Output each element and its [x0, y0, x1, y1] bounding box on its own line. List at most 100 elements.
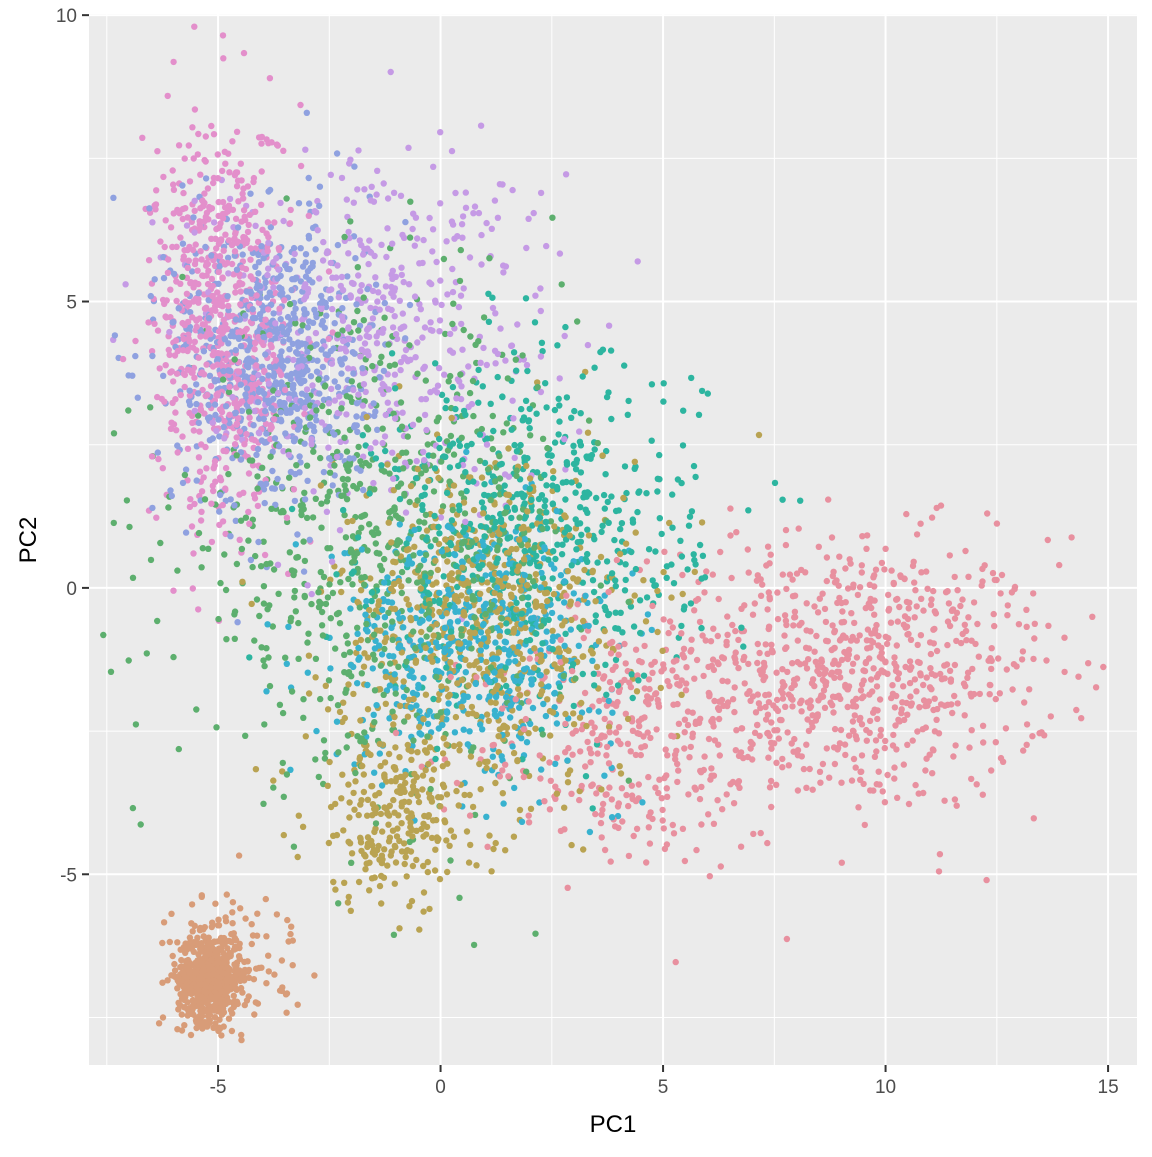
data-point: [168, 911, 174, 917]
data-point: [458, 383, 464, 389]
data-point: [500, 269, 506, 275]
data-point: [267, 683, 273, 689]
data-point: [286, 346, 292, 352]
data-point: [402, 219, 408, 225]
data-point: [894, 795, 900, 801]
data-point: [671, 580, 677, 586]
data-point: [701, 589, 707, 595]
data-point: [516, 705, 522, 711]
data-point: [408, 483, 414, 489]
data-point: [499, 705, 505, 711]
data-point: [444, 791, 450, 797]
data-point: [224, 351, 230, 357]
data-point: [307, 537, 313, 543]
data-point: [854, 654, 860, 660]
data-point: [617, 763, 623, 769]
data-point: [513, 606, 519, 612]
data-point: [630, 519, 636, 525]
data-point: [952, 615, 958, 621]
data-point: [335, 242, 341, 248]
data-point: [444, 490, 450, 496]
data-point: [296, 200, 302, 206]
data-point: [600, 801, 606, 807]
data-point: [851, 756, 857, 762]
data-point: [198, 509, 204, 515]
data-point: [259, 168, 265, 174]
data-point: [811, 649, 817, 655]
data-point: [512, 455, 518, 461]
data-point: [598, 820, 604, 826]
data-point: [198, 256, 204, 262]
data-point: [278, 286, 284, 292]
data-point: [857, 715, 863, 721]
data-point: [461, 727, 467, 733]
data-point: [400, 310, 406, 316]
data-point: [388, 69, 394, 75]
data-point: [197, 218, 203, 224]
data-point: [287, 220, 293, 226]
data-point: [862, 822, 868, 828]
data-point: [979, 578, 985, 584]
data-point: [172, 409, 178, 415]
data-point: [423, 633, 429, 639]
data-point: [606, 520, 612, 526]
data-point: [475, 400, 481, 406]
data-point: [365, 797, 371, 803]
data-point: [269, 485, 275, 491]
data-point: [391, 810, 397, 816]
data-point: [606, 724, 612, 730]
data-point: [526, 607, 532, 613]
data-point: [497, 633, 503, 639]
data-point: [467, 842, 473, 848]
data-point: [565, 779, 571, 785]
data-point: [298, 328, 304, 334]
data-point: [484, 759, 490, 765]
data-point: [699, 388, 705, 394]
data-point: [461, 609, 467, 615]
data-point: [607, 679, 613, 685]
data-point: [385, 822, 391, 828]
data-point: [100, 632, 106, 638]
data-point: [229, 920, 235, 926]
data-point: [390, 797, 396, 803]
data-point: [893, 746, 899, 752]
data-point: [321, 574, 327, 580]
data-point: [328, 804, 334, 810]
data-point: [323, 313, 329, 319]
data-point: [238, 1032, 244, 1038]
data-point: [208, 252, 214, 258]
data-point: [216, 269, 222, 275]
data-point: [899, 706, 905, 712]
data-point: [727, 781, 733, 787]
data-point: [344, 196, 350, 202]
data-point: [383, 701, 389, 707]
data-point: [738, 844, 744, 850]
data-point: [1023, 624, 1029, 630]
data-point: [565, 771, 571, 777]
data-point: [564, 757, 570, 763]
data-point: [850, 718, 856, 724]
data-point: [416, 518, 422, 524]
data-point: [447, 347, 453, 353]
data-point: [348, 860, 354, 866]
data-point: [928, 651, 934, 657]
data-point: [290, 962, 296, 968]
data-point: [405, 830, 411, 836]
data-point: [403, 540, 409, 546]
data-point: [411, 771, 417, 777]
data-point: [267, 187, 273, 193]
data-point: [707, 873, 713, 879]
data-point: [491, 524, 497, 530]
data-point: [453, 692, 459, 698]
data-point: [754, 722, 760, 728]
data-point: [308, 601, 314, 607]
data-point: [328, 695, 334, 701]
data-point: [571, 703, 577, 709]
data-point: [839, 608, 845, 614]
data-point: [234, 561, 240, 567]
data-point: [261, 600, 267, 606]
data-point: [370, 665, 376, 671]
data-point: [229, 1028, 235, 1034]
data-point: [1043, 657, 1049, 663]
data-point: [567, 583, 573, 589]
